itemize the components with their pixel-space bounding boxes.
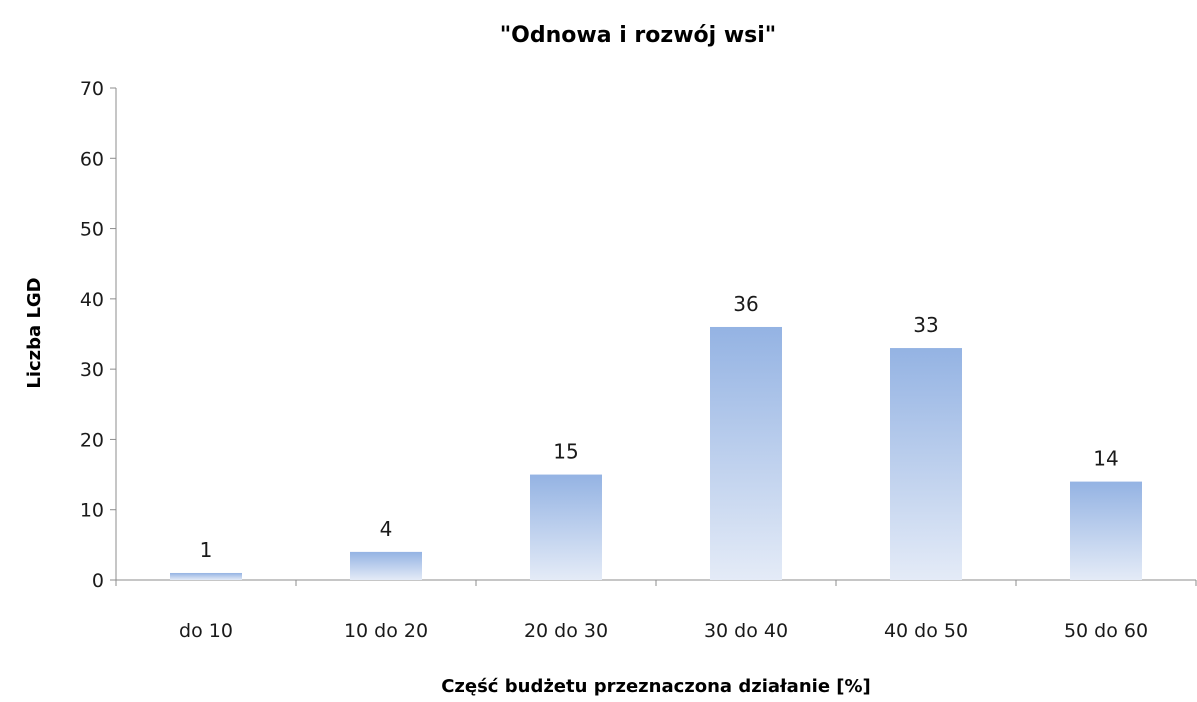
y-tick-label: 50 bbox=[80, 219, 104, 241]
x-axis-title: Część budżetu przeznaczona działanie [%] bbox=[441, 676, 871, 697]
x-tick-label: 50 do 60 bbox=[1064, 620, 1148, 642]
x-tick-label: do 10 bbox=[179, 620, 233, 642]
y-tick-label: 0 bbox=[92, 570, 104, 592]
data-label: 33 bbox=[913, 313, 938, 337]
data-label: 4 bbox=[380, 517, 393, 541]
x-tick-label: 30 do 40 bbox=[704, 620, 788, 642]
bars bbox=[170, 326, 1142, 580]
y-axis-ticks: 0 10 20 30 40 50 60 70 bbox=[80, 78, 116, 592]
bar-5 bbox=[890, 348, 962, 580]
y-tick-label: 10 bbox=[80, 500, 104, 522]
chart-title: "Odnowa i rozwój wsi" bbox=[500, 23, 777, 48]
y-tick-label: 60 bbox=[80, 148, 104, 170]
bar-6 bbox=[1070, 481, 1142, 580]
data-label: 15 bbox=[553, 440, 578, 464]
x-tick-label: 20 do 30 bbox=[524, 620, 608, 642]
y-tick-label: 20 bbox=[80, 429, 104, 451]
data-label: 36 bbox=[733, 292, 758, 316]
data-label: 14 bbox=[1093, 447, 1118, 471]
y-tick-label: 30 bbox=[80, 359, 104, 381]
bar-3 bbox=[530, 474, 602, 580]
y-axis-title: Liczba LGD bbox=[24, 277, 45, 388]
y-tick-label: 70 bbox=[80, 78, 104, 100]
bar-1 bbox=[170, 572, 242, 580]
x-tick-label: 10 do 20 bbox=[344, 620, 428, 642]
x-tick-label: 40 do 50 bbox=[884, 620, 968, 642]
bar-4 bbox=[710, 326, 782, 580]
x-axis-ticks: do 10 10 do 20 20 do 30 30 do 40 40 do 50 50 … bbox=[115, 580, 1197, 642]
bar-2 bbox=[350, 551, 422, 580]
y-tick-label: 40 bbox=[80, 289, 104, 311]
data-label: 1 bbox=[200, 538, 213, 562]
